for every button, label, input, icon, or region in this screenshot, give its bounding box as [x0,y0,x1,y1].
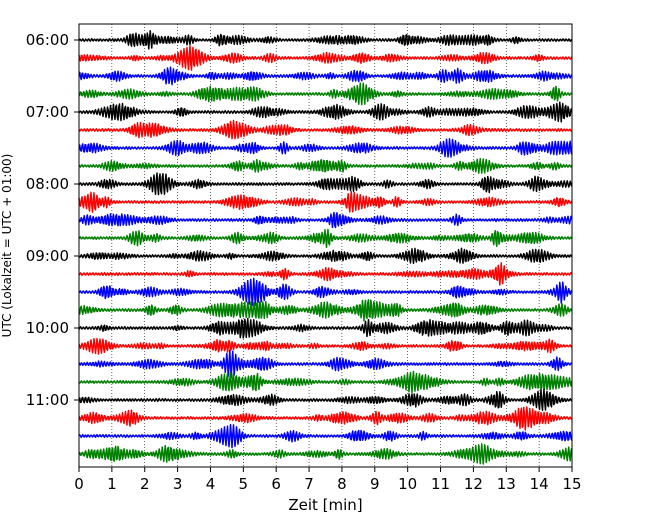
x-tick-label: 9 [370,475,380,493]
trace-row-2 [78,66,573,86]
trace-row-6 [78,138,573,158]
trace-row-18 [78,349,572,379]
x-tick-label: 1 [107,475,117,493]
x-axis: 0 1 2 3 4 5 6 7 8 9 10 11 12 13 14 15 [74,467,582,493]
x-tick-label: 2 [140,475,150,493]
trace-row-15 [78,299,573,322]
x-tick-label: 4 [206,475,216,493]
x-tick-label: 3 [173,475,183,493]
x-tick-label: 11 [431,475,450,493]
trace-row-17 [78,337,573,355]
y-axis: 06:00 07:00 08:00 09:00 10:00 11:00 [26,31,79,409]
x-tick-label: 12 [464,475,483,493]
y-tick-label: 06:00 [26,31,69,49]
trace-row-16 [78,317,573,339]
x-axis-label: Zeit [min] [288,496,362,514]
y-tick-label: 08:00 [26,175,69,193]
trace-row-23 [78,443,573,465]
grid-lines [111,24,540,467]
trace-row-9 [78,190,573,213]
trace-row-5 [78,119,572,140]
y-tick-label: 11:00 [26,391,69,409]
trace-row-8 [78,172,573,196]
x-tick-label: 15 [562,475,581,493]
trace-row-13 [78,262,573,286]
x-tick-label: 5 [239,475,249,493]
x-tick-label: 0 [74,475,84,493]
x-tick-label: 7 [304,475,314,493]
trace-row-10 [78,211,573,229]
x-tick-label: 6 [271,475,281,493]
y-tick-label: 09:00 [26,247,69,265]
x-tick-label: 13 [497,475,516,493]
trace-row-14 [78,277,573,307]
trace-row-12 [78,247,573,265]
trace-row-1 [78,45,573,71]
x-tick-label: 10 [398,475,417,493]
x-tick-label: 14 [530,475,549,493]
trace-row-4 [78,101,573,123]
trace-row-21 [78,406,572,431]
trace-row-3 [78,82,573,106]
trace-row-11 [78,228,573,249]
trace-row-19 [78,370,573,394]
y-tick-label: 07:00 [26,103,69,121]
traces [78,30,573,465]
trace-row-7 [78,157,573,174]
y-axis-label: UTC (Lokalzeit = UTC + 01:00) [0,154,14,338]
trace-row-20 [78,388,573,412]
plot-frame [78,23,573,468]
trace-row-0 [78,30,573,50]
trace-row-22 [78,423,573,449]
y-tick-label: 10:00 [26,319,69,337]
x-tick-label: 8 [337,475,347,493]
